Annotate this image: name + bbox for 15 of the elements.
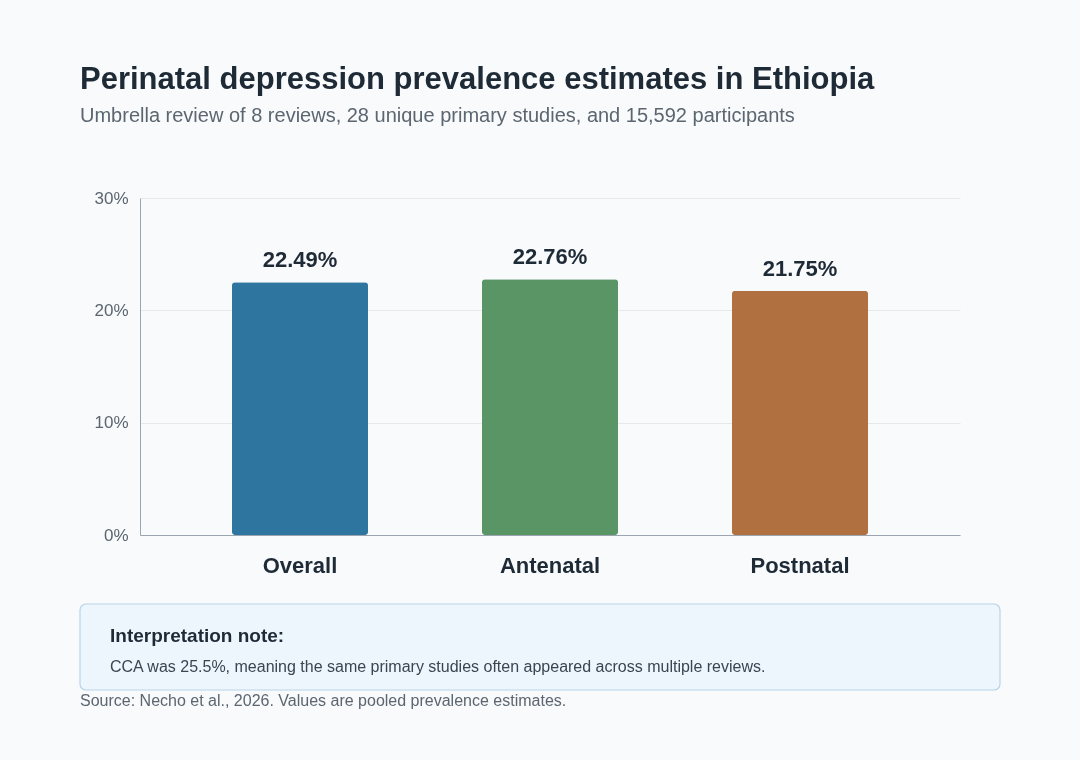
- y-tick-label: 0%: [103, 525, 129, 545]
- data-label: 22.49%: [262, 247, 338, 273]
- x-tick-label: Overall: [262, 552, 338, 578]
- data-label: 22.76%: [512, 244, 588, 270]
- y-tick-label: 30%: [94, 188, 129, 208]
- x-tick-label: Antenatal: [499, 552, 601, 578]
- y-tick-label: 20%: [94, 300, 129, 320]
- chart-subtitle: Umbrella review of 8 reviews, 28 unique primary studies, and 15,592 participants: [80, 104, 795, 126]
- x-tick-label: Postnatal: [750, 552, 850, 578]
- text: Interpretation note:: [110, 625, 285, 646]
- text: CCA was 25.5%, meaning the same primary studies often appeared across multiple reviews.: [110, 658, 766, 675]
- source-note: Source: Necho et al., 2026. Values are pooled prevalence estimates.: [80, 692, 567, 709]
- chart-title: Perinatal depression prevalence estimates in Ethiopia: [80, 61, 875, 96]
- y-tick-label: 10%: [94, 413, 129, 433]
- data-label: 21.75%: [762, 255, 838, 281]
